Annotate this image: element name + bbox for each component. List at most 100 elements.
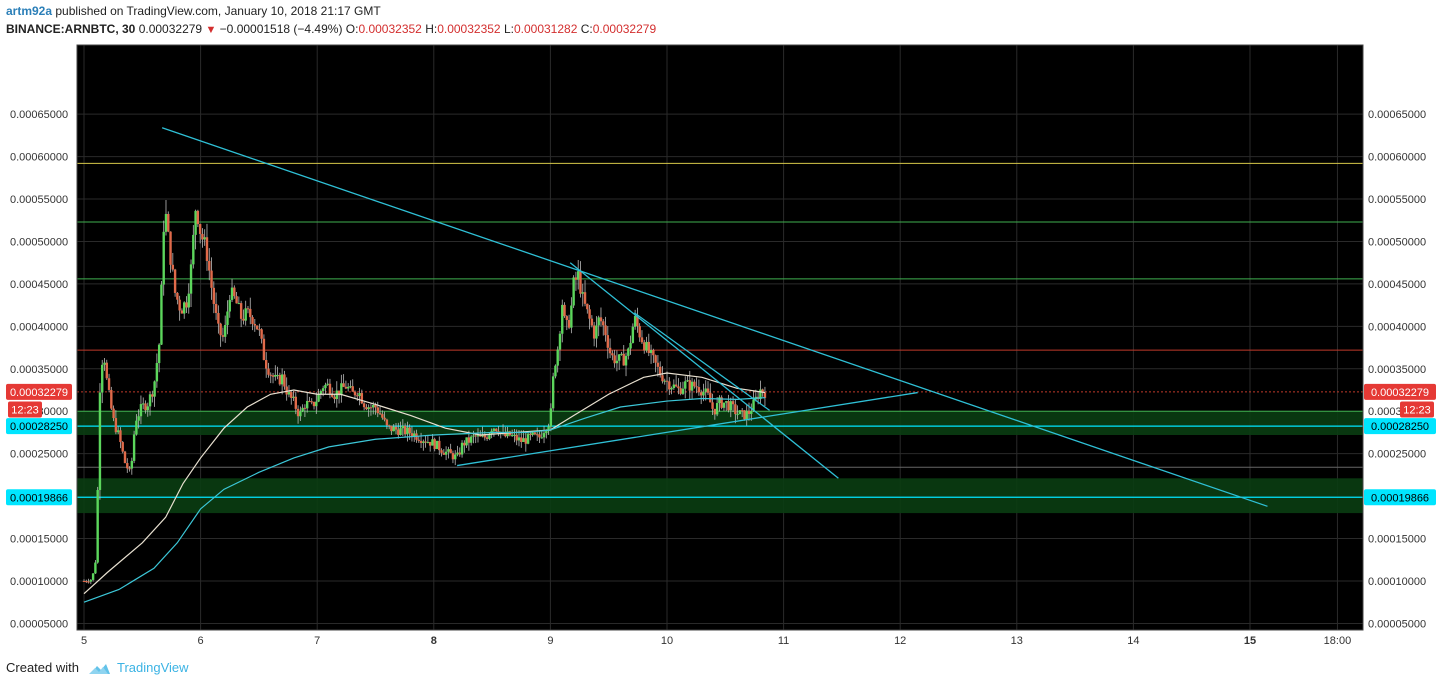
price-label-left-bg bbox=[6, 418, 72, 435]
candle-body bbox=[458, 452, 461, 455]
candle-body bbox=[743, 410, 746, 420]
trendline[interactable] bbox=[161, 127, 1268, 507]
candle-body bbox=[681, 388, 685, 394]
candle-body bbox=[212, 287, 216, 304]
trendline[interactable] bbox=[633, 312, 770, 411]
author-name[interactable]: artm92a bbox=[6, 4, 53, 18]
price-label-right-bg bbox=[1364, 489, 1436, 506]
price-label-right: 0.00032279 bbox=[1371, 387, 1429, 399]
candle-body bbox=[228, 299, 231, 312]
x-tick-label: 7 bbox=[314, 635, 320, 647]
candle-body bbox=[740, 410, 744, 412]
candle-body bbox=[230, 287, 234, 300]
y-tick-label-left: 0.00060000 bbox=[10, 152, 68, 164]
candle-body bbox=[198, 224, 202, 234]
candle-body bbox=[752, 399, 755, 412]
candle-body bbox=[561, 304, 564, 334]
candle-body bbox=[474, 435, 477, 437]
candle-body bbox=[249, 308, 252, 318]
trendline[interactable] bbox=[457, 391, 918, 467]
x-tick-label: 12 bbox=[894, 635, 906, 647]
candle-body bbox=[96, 489, 99, 563]
candle-body bbox=[488, 433, 491, 439]
candle-body bbox=[278, 374, 282, 385]
candle-body bbox=[173, 269, 177, 293]
candle-body bbox=[390, 425, 393, 432]
candle-body bbox=[688, 380, 691, 391]
symbol-info: BINANCE:ARNBTC, 30 0.00032279 ▼ −0.00001… bbox=[6, 22, 656, 36]
price-label-left-bg bbox=[6, 489, 72, 506]
y-tick-label-left: 0.00040000 bbox=[10, 321, 68, 333]
candle-body bbox=[274, 374, 277, 377]
candle-body bbox=[194, 210, 197, 235]
candle-body bbox=[112, 408, 115, 419]
candle-body bbox=[729, 401, 732, 411]
candle-body bbox=[378, 413, 382, 415]
tradingview-link[interactable]: TradingView bbox=[87, 660, 189, 675]
candle-body bbox=[264, 360, 268, 369]
candle-body bbox=[617, 354, 621, 361]
trendline[interactable] bbox=[569, 262, 839, 479]
candle-body bbox=[720, 397, 723, 408]
candle-body bbox=[162, 231, 165, 285]
candle-body bbox=[328, 383, 332, 394]
candle-body bbox=[353, 391, 357, 396]
candle-body bbox=[217, 312, 220, 324]
candle-body bbox=[627, 348, 630, 356]
candle-body bbox=[132, 434, 136, 461]
candle-body bbox=[745, 410, 748, 420]
candle-body bbox=[643, 342, 646, 351]
candle-body bbox=[235, 296, 238, 304]
price-label-left: 0.00028250 bbox=[10, 421, 68, 433]
candle-body bbox=[492, 428, 496, 431]
candle-body bbox=[633, 315, 637, 327]
tradingview-brand: TradingView bbox=[116, 660, 189, 675]
support-zone bbox=[77, 411, 1363, 436]
candle-body bbox=[526, 433, 530, 444]
candle-body bbox=[599, 317, 603, 322]
candle-body bbox=[394, 426, 398, 430]
candle-body bbox=[706, 388, 710, 393]
candle-body bbox=[185, 302, 188, 308]
candle-body bbox=[545, 431, 548, 434]
candle-body bbox=[668, 381, 671, 390]
candle-body bbox=[670, 388, 673, 390]
candle-body bbox=[702, 391, 705, 396]
candle-body bbox=[312, 401, 316, 407]
candle-body bbox=[417, 439, 420, 441]
candle-body bbox=[310, 401, 313, 403]
candle-body bbox=[638, 326, 641, 338]
candle-body bbox=[540, 437, 543, 439]
candle-body bbox=[315, 401, 318, 407]
candle-body bbox=[513, 434, 516, 436]
candle-body bbox=[413, 433, 416, 437]
candle-body bbox=[290, 392, 293, 398]
candle-body bbox=[226, 311, 229, 326]
plot-background bbox=[77, 45, 1363, 630]
price-label-right-bg bbox=[1364, 418, 1436, 435]
publish-text: published on TradingView.com, January 10… bbox=[55, 4, 381, 18]
candle-body bbox=[319, 390, 323, 395]
candle-body bbox=[326, 383, 329, 385]
candle-body bbox=[372, 404, 375, 408]
candle-body bbox=[654, 355, 657, 363]
high-label: H: bbox=[425, 22, 438, 36]
x-tick-label: 14 bbox=[1127, 635, 1139, 647]
candle-body bbox=[590, 318, 594, 326]
candle-body bbox=[116, 430, 120, 433]
candle-body bbox=[576, 271, 580, 280]
y-tick-label-right: 0.00010000 bbox=[1368, 576, 1426, 588]
x-tick-label: 8 bbox=[431, 635, 437, 647]
candle-body bbox=[192, 234, 195, 265]
low-label: L: bbox=[503, 22, 514, 36]
y-tick-label-left: 0.00035000 bbox=[10, 364, 68, 376]
candle-body bbox=[253, 323, 257, 326]
candle-body bbox=[164, 213, 168, 232]
candle-body bbox=[362, 403, 366, 408]
candle-body bbox=[128, 468, 131, 470]
candle-body bbox=[658, 366, 662, 376]
candle-body bbox=[476, 435, 480, 437]
candle-body bbox=[759, 389, 762, 400]
candle-body bbox=[351, 386, 354, 392]
